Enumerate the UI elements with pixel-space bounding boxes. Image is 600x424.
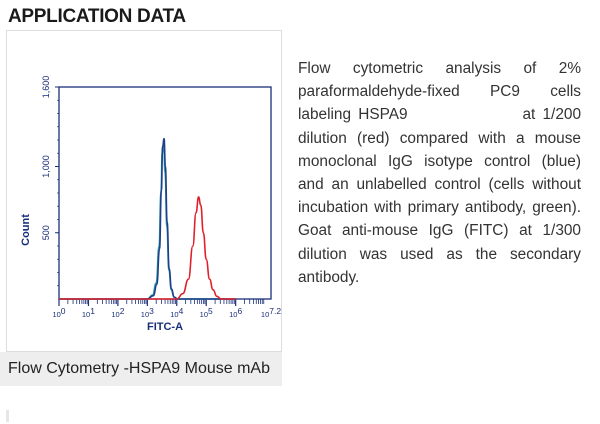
histogram-series-2	[59, 196, 236, 300]
y-tick-label: 1,000	[41, 155, 51, 178]
x-tick-label: 103	[141, 306, 154, 319]
x-tick-label: 107.2	[261, 306, 281, 319]
x-tick-label: 105	[200, 306, 213, 319]
caption-bar: Flow Cytometry -HSPA9 Mouse mAb	[0, 352, 282, 386]
figure-description: Flow cytometric analysis of 2% paraforma…	[298, 60, 586, 286]
plot-frame	[58, 86, 272, 300]
y-tick-label: 500	[41, 225, 51, 240]
x-tick-label: 100	[52, 306, 65, 319]
footer-divider	[6, 410, 9, 422]
x-tick-label: 106	[229, 306, 242, 319]
x-tick-label: 101	[82, 306, 95, 319]
figure-panel: 500 1,000 1,600 100 101 102 103 104 105 106 107.2 …	[6, 30, 282, 352]
figure-caption: Flow Cytometry -HSPA9 Mouse mAb	[8, 360, 270, 377]
y-axis-label: Count	[20, 214, 32, 246]
x-axis-label: FITC-A	[147, 321, 183, 333]
y-tick-label: 1,600	[41, 76, 51, 99]
axis-labels: Count FITC-A	[20, 214, 183, 333]
x-tick-label: 104	[170, 306, 183, 319]
histogram-series-1	[59, 137, 236, 300]
x-tick-label: 102	[111, 306, 124, 319]
histogram-lines	[59, 137, 236, 300]
section-title: APPLICATION DATA	[8, 6, 186, 27]
